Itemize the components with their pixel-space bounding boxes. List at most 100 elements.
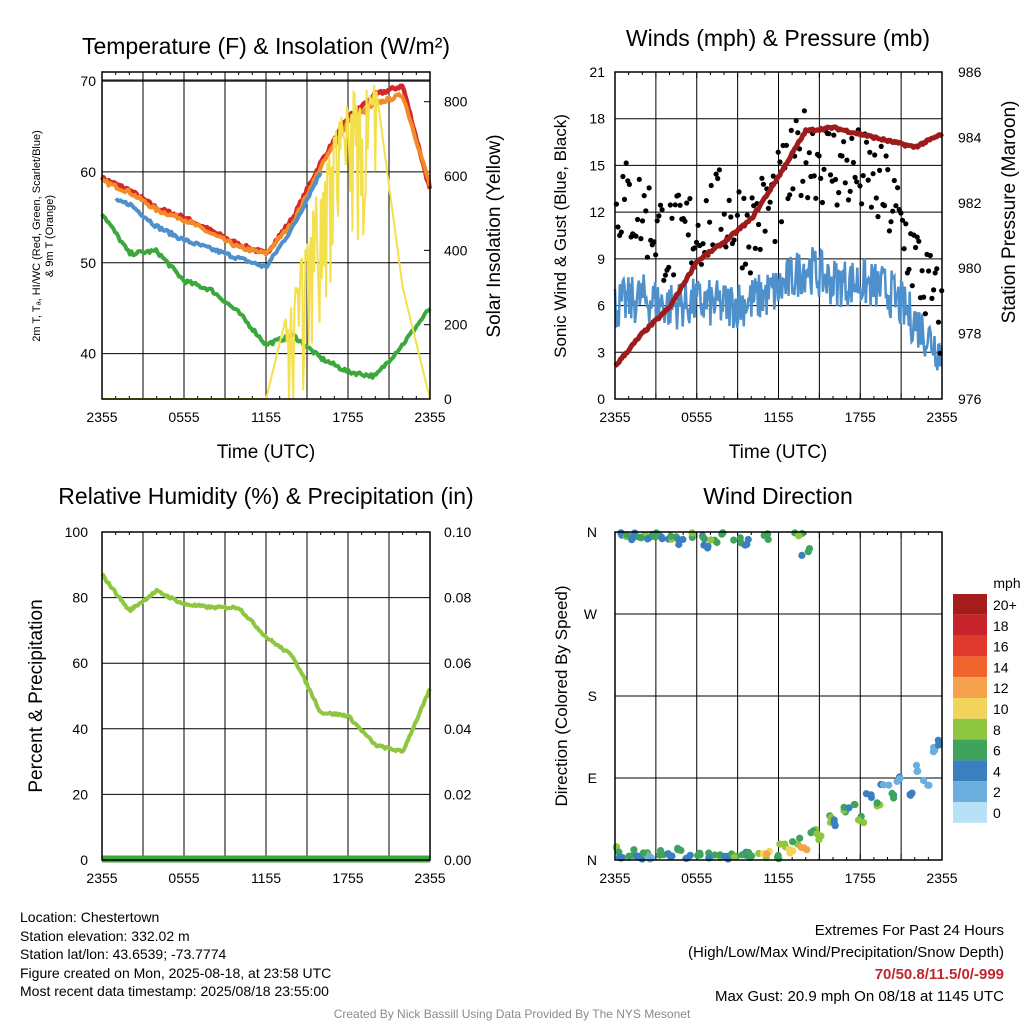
gust-point <box>700 241 706 247</box>
x-tick-label: 2355 <box>86 409 117 425</box>
y2-tick-label: 976 <box>958 391 982 407</box>
gust-point <box>839 153 845 159</box>
direction-point <box>615 848 623 856</box>
y2-tick-label: 600 <box>444 168 468 184</box>
gust-point <box>747 270 754 276</box>
gust-point <box>877 167 883 173</box>
colorbar-label: 18 <box>993 618 1009 634</box>
x-tick-label: 1155 <box>251 409 281 425</box>
gust-point <box>875 214 881 220</box>
gust-point <box>901 246 907 252</box>
direction-point <box>831 822 839 830</box>
direction-point <box>774 851 782 860</box>
gust-point <box>909 283 915 289</box>
direction-point <box>914 767 922 775</box>
direction-point <box>674 844 682 852</box>
station-elevation: Station elevation: 332.02 m <box>20 927 190 944</box>
gust-point <box>888 219 894 225</box>
gust-point <box>675 192 682 198</box>
gust-point <box>831 132 837 138</box>
gust-point <box>881 203 888 209</box>
station-pressure-line <box>613 124 945 368</box>
gust-point <box>849 135 855 141</box>
gust-point <box>615 224 621 230</box>
colorbar-label: 2 <box>993 784 1001 800</box>
y-tick-label: N <box>587 852 597 868</box>
gust-point <box>850 159 857 166</box>
direction-point <box>658 533 666 542</box>
gust-point <box>744 212 750 218</box>
y-tick-label: 20 <box>72 786 88 802</box>
gust-point <box>878 143 884 149</box>
gust-point <box>860 173 866 179</box>
gust-point <box>841 139 847 145</box>
direction-point <box>798 551 806 560</box>
y-tick-label: 21 <box>589 64 605 80</box>
gust-point <box>870 171 876 177</box>
gust-point <box>895 185 901 191</box>
gust-point <box>715 175 721 182</box>
direction-point <box>719 529 727 537</box>
gust-point <box>672 202 678 208</box>
gust-point <box>641 193 647 199</box>
gust-point <box>677 202 683 208</box>
colorbar-swatch <box>953 677 987 698</box>
gust-point <box>859 201 865 207</box>
direction-point <box>805 545 814 553</box>
gust-point <box>863 139 870 145</box>
gust-point <box>821 166 827 172</box>
gust-point <box>787 192 793 198</box>
direction-point <box>795 532 803 540</box>
relative-humidity-line <box>100 572 432 754</box>
gust-point <box>695 222 701 228</box>
gust-point <box>762 228 768 234</box>
direction-point <box>639 849 648 857</box>
gust-point <box>868 204 875 210</box>
gust-point <box>854 179 860 185</box>
direction-point <box>675 540 683 549</box>
direction-point <box>667 532 675 540</box>
direction-point <box>630 533 638 541</box>
gust-point <box>638 236 644 242</box>
gust-point <box>803 160 809 166</box>
gust-point <box>867 149 873 155</box>
y2-tick-label: 0.00 <box>444 852 471 868</box>
x-tick-label: 1755 <box>845 870 876 886</box>
x-tick-label: 0555 <box>681 870 712 886</box>
direction-point <box>688 529 696 537</box>
direction-point <box>873 799 881 807</box>
colorbar-swatch <box>953 635 987 657</box>
colorbar-swatch <box>953 656 987 678</box>
gust-point <box>778 219 785 225</box>
gust-point <box>770 173 776 179</box>
gust-point <box>684 200 690 206</box>
gust-point <box>931 287 937 293</box>
y-tick-label: 100 <box>65 524 89 540</box>
direction-point <box>724 855 732 863</box>
gust-point <box>922 311 929 317</box>
gust-point <box>813 195 819 201</box>
direction-point <box>763 850 771 858</box>
y2-tick-label: 984 <box>958 129 982 145</box>
gust-point <box>805 195 811 201</box>
y-tick-label: E <box>588 770 597 786</box>
station-info: Location: Chestertown Station elevation:… <box>20 908 331 1001</box>
chart-title: Wind Direction <box>703 483 853 509</box>
direction-point <box>657 847 665 855</box>
gust-point <box>932 270 938 276</box>
gust-point <box>741 195 747 201</box>
gust-point <box>756 221 762 228</box>
direction-point <box>699 533 707 542</box>
chart-title: Temperature (F) & Insolation (W/m²) <box>82 33 450 59</box>
y2-tick-label: 980 <box>958 260 982 276</box>
gust-point <box>654 218 660 224</box>
figure-created: Figure created on Mon, 2025-08-18, at 23… <box>20 964 332 981</box>
y-tick-label: 40 <box>80 346 96 362</box>
x-tick-label: 0555 <box>681 409 712 425</box>
gust-point <box>885 167 891 173</box>
gust-point <box>934 266 940 272</box>
gust-point <box>865 177 871 183</box>
gust-point <box>635 216 641 223</box>
gust-point <box>721 211 727 217</box>
